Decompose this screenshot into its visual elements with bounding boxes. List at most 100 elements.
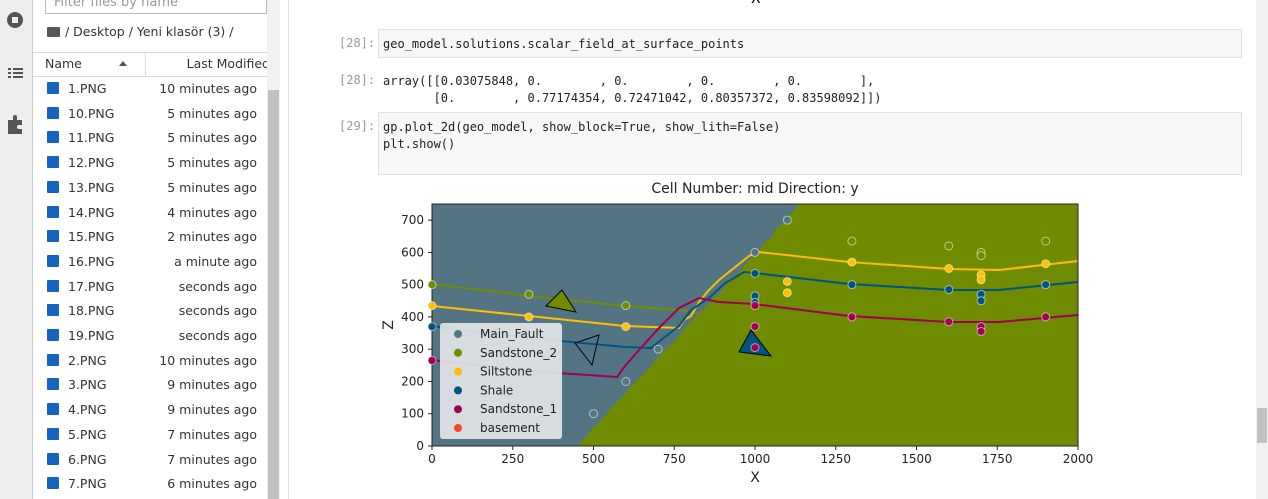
file-row[interactable]: 19.PNG seconds ago bbox=[33, 323, 267, 348]
file-icon bbox=[47, 279, 59, 292]
toc-icon[interactable] bbox=[8, 68, 23, 78]
y-tick-label: 500 bbox=[401, 278, 424, 292]
chart-title: Cell Number: mid Direction: y bbox=[651, 181, 858, 197]
file-row[interactable]: 12.PNG 5 minutes ago bbox=[33, 150, 267, 175]
file-icon bbox=[47, 329, 59, 341]
surface-point bbox=[976, 251, 986, 261]
surface-point bbox=[944, 264, 954, 274]
legend-marker bbox=[454, 405, 462, 414]
file-row[interactable]: 10.PNG 5 minutes ago bbox=[33, 101, 267, 126]
file-row[interactable]: 2.PNG 10 minutes ago bbox=[33, 348, 267, 373]
surface-point bbox=[1041, 280, 1051, 290]
breadcrumb[interactable]: / Desktop / Yeni klasör (3) / bbox=[65, 24, 234, 39]
legend-label: Sandstone_1 bbox=[480, 402, 557, 416]
file-modified: 6 minutes ago bbox=[167, 476, 257, 492]
x-tick-label: 750 bbox=[663, 452, 686, 466]
legend-label: Main_Fault bbox=[480, 327, 544, 341]
code-line: plt.show() bbox=[383, 136, 456, 151]
file-modified: seconds ago bbox=[178, 303, 257, 319]
file-modified: 7 minutes ago bbox=[167, 426, 257, 442]
prompt: [28]: bbox=[339, 36, 376, 50]
y-tick-label: 200 bbox=[401, 374, 424, 388]
name-column[interactable]: Name bbox=[45, 56, 82, 71]
file-row[interactable]: 15.PNG 2 minutes ago bbox=[33, 224, 267, 249]
output-line: array([[0.03075848, 0. , 0. , 0. , 0. ], bbox=[383, 74, 875, 88]
surface-point bbox=[782, 288, 792, 298]
file-modified: 4 minutes ago bbox=[167, 204, 257, 220]
prompt: [28]: bbox=[339, 73, 376, 87]
surface-line bbox=[431, 283, 690, 312]
surface-point bbox=[944, 317, 954, 327]
surface-point bbox=[589, 409, 598, 419]
y-axis-label: Z bbox=[381, 320, 397, 330]
file-modified: 9 minutes ago bbox=[167, 402, 257, 418]
file-row[interactable]: 5.PNG 7 minutes ago bbox=[33, 422, 267, 447]
surface-line bbox=[431, 296, 1079, 379]
code-input[interactable] bbox=[378, 29, 1242, 58]
file-modified: a minute ago bbox=[174, 253, 257, 269]
x-tick-label: 0 bbox=[428, 452, 436, 466]
surface-point bbox=[621, 376, 631, 386]
x-tick-label: 1750 bbox=[982, 452, 1013, 466]
file-name: 4.PNG bbox=[68, 402, 107, 418]
file-row[interactable]: 3.PNG 9 minutes ago bbox=[33, 372, 267, 397]
legend-label: Siltstone bbox=[480, 365, 532, 379]
file-name: 16.PNG bbox=[68, 253, 115, 269]
surface-point bbox=[782, 276, 792, 286]
file-name: 15.PNG bbox=[68, 229, 115, 245]
scroll-thumb[interactable] bbox=[268, 90, 279, 499]
file-row[interactable]: 14.PNG 4 minutes ago bbox=[33, 200, 267, 225]
folder-icon bbox=[47, 27, 60, 37]
file-row[interactable]: 17.PNG seconds ago bbox=[33, 274, 267, 299]
y-tick-label: 600 bbox=[401, 245, 424, 259]
activity-icons bbox=[7, 12, 23, 134]
surface-point bbox=[427, 301, 437, 311]
file-row[interactable]: 13.PNG 5 minutes ago bbox=[33, 175, 267, 200]
surface-point bbox=[621, 301, 631, 311]
surface-point bbox=[944, 285, 954, 295]
activity-bar bbox=[0, 0, 33, 499]
file-modified: 10 minutes ago bbox=[159, 81, 257, 96]
file-name: 11.PNG bbox=[68, 130, 115, 146]
file-row[interactable]: 7.PNG 6 minutes ago bbox=[33, 471, 267, 496]
file-icon bbox=[47, 156, 59, 169]
surface-point bbox=[976, 296, 986, 306]
surface-point bbox=[847, 312, 857, 322]
y-tick-label: 0 bbox=[416, 439, 424, 453]
surface-point bbox=[750, 247, 760, 257]
scrollbar[interactable] bbox=[267, 0, 280, 499]
file-icon bbox=[47, 106, 59, 119]
x-tick-label: 1000 bbox=[740, 452, 771, 466]
file-browser: Filter files by name / Desktop / Yeni kl… bbox=[33, 0, 270, 499]
file-icon bbox=[47, 230, 59, 243]
file-modified: 2 minutes ago bbox=[167, 229, 257, 245]
file-modified: 5 minutes ago bbox=[167, 105, 257, 121]
file-row[interactable]: 18.PNG seconds ago bbox=[33, 298, 267, 323]
file-row[interactable]: 11.PNG 5 minutes ago bbox=[33, 125, 267, 150]
modified-column[interactable]: Last Modified bbox=[186, 56, 270, 71]
orientation-arrow bbox=[738, 329, 773, 357]
code-input[interactable] bbox=[378, 112, 1242, 175]
y-tick-label: 400 bbox=[401, 310, 424, 324]
file-row[interactable]: 4.PNG 9 minutes ago bbox=[33, 397, 267, 422]
y-tick-label: 700 bbox=[401, 213, 424, 227]
file-row[interactable]: 1.PNG 10 minutes ago bbox=[33, 76, 267, 101]
legend-label: Shale bbox=[480, 383, 513, 397]
filter-input[interactable]: Filter files by name bbox=[45, 0, 267, 14]
surface-point bbox=[524, 289, 534, 299]
file-icon bbox=[47, 427, 59, 440]
file-name: 17.PNG bbox=[68, 278, 115, 294]
plot: Cell Number: mid Direction: y 0 250 500 750 1… bbox=[381, 181, 1094, 486]
surface-point bbox=[427, 280, 437, 290]
surface-point bbox=[750, 343, 760, 353]
extension-icon[interactable] bbox=[8, 115, 22, 134]
file-row[interactable]: 16.PNG a minute ago bbox=[33, 249, 267, 274]
file-row[interactable]: 6.PNG 7 minutes ago bbox=[33, 447, 267, 472]
surface-point bbox=[750, 301, 760, 311]
x-tick-label: 500 bbox=[582, 452, 605, 466]
scroll-thumb[interactable] bbox=[1257, 408, 1267, 443]
surface-point bbox=[847, 257, 857, 267]
scrollbar[interactable] bbox=[1256, 0, 1268, 499]
x-tick-label: 2000 bbox=[1063, 452, 1094, 466]
